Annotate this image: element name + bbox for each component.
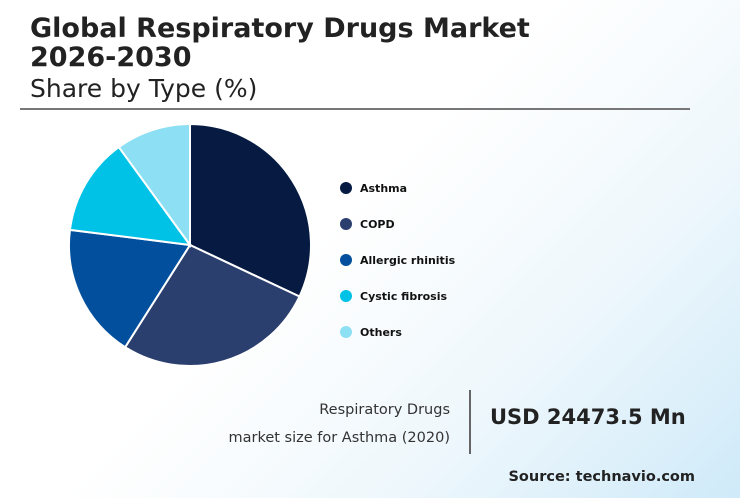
market-size-value: USD 24473.5 Mn [490,405,686,429]
legend-swatch-others [340,326,352,338]
title-divider [20,108,690,110]
market-size-caption: Respiratory Drugs market size for Asthma… [228,396,450,452]
pie-slice-asthma [189,122,312,298]
chart-title: Global Respiratory Drugs Market 2026-203… [30,13,530,73]
legend-item-copd: COPD [340,206,455,242]
legend-label-allergic-rhinitis: Allergic rhinitis [360,253,456,267]
legend-item-cystic-fibrosis: Cystic fibrosis [340,278,455,314]
pie-slice-copd [123,243,301,367]
legend-swatch-cystic-fibrosis [340,290,352,302]
pie-slice-allergic-rhinitis [68,228,192,349]
legend-item-asthma: Asthma [340,170,455,206]
legend-item-allergic-rhinitis: Allergic rhinitis [340,242,455,278]
caption-line-1: Respiratory Drugs [319,402,450,418]
legend-label-others: Others [360,325,402,339]
pie-chart [68,122,312,367]
legend: Asthma COPD Allergic rhinitis Cystic fibros… [340,170,455,350]
caption-line-2: market size for Asthma (2020) [228,430,450,446]
legend-swatch-copd [340,218,352,230]
callout-divider [469,390,471,454]
legend-label-cystic-fibrosis: Cystic fibrosis [360,289,448,303]
legend-label-copd: COPD [360,217,395,231]
legend-item-others: Others [340,314,455,350]
legend-swatch-allergic-rhinitis [340,254,352,266]
pie-slice-others [117,122,191,249]
legend-label-asthma: Asthma [360,181,408,195]
source-credit: Source: technavio.com [508,469,695,485]
pie-slice-cystic-fibrosis [68,145,193,247]
legend-swatch-asthma [340,182,352,194]
chart-subtitle: Share by Type (%) [30,74,258,103]
